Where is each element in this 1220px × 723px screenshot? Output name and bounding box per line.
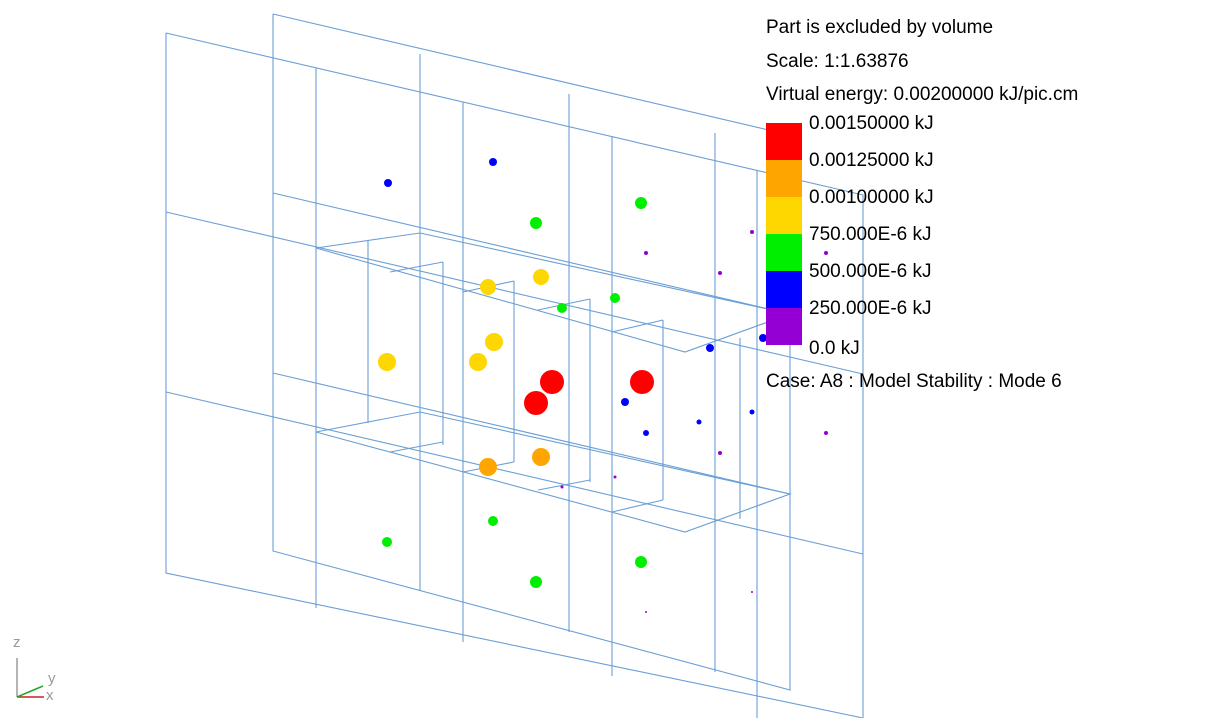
axis-y-label: y [48,670,56,687]
energy-point [824,251,828,255]
energy-point [645,611,647,613]
legend-label: 0.00100000 kJ [809,187,934,208]
energy-point [751,591,753,593]
energy-point [530,217,542,229]
legend-label: 750.000E-6 kJ [809,224,932,245]
energy-point [635,197,647,209]
mesh-line [272,192,791,315]
virtual-energy-text: Virtual energy: 0.00200000 kJ/pic.cm [766,84,1079,105]
energy-point [610,293,620,303]
energy-point [644,251,648,255]
case-text: Case: A8 : Model Stability : Mode 6 [766,371,1062,392]
axis-z-label: z [13,634,21,651]
mesh-line [272,372,791,495]
energy-point [696,419,702,425]
exclusion-note: Part is excluded by volume [766,17,994,38]
energy-dots [378,158,828,613]
mesh-line [537,479,591,491]
energy-point [488,516,498,526]
axis-x-label: x [46,687,54,704]
energy-point [749,409,755,415]
legend-label: 0.00150000 kJ [809,113,934,134]
legend-swatch-red [766,123,802,160]
energy-point [533,269,549,285]
energy-point [706,344,714,352]
legend-swatch-yellow [766,197,802,234]
mesh-line [165,391,864,555]
legend-swatch-purple [766,308,802,345]
energy-point [479,458,497,476]
wireframe-mesh [165,13,864,719]
energy-point [480,279,496,295]
scale-text: Scale: 1:1.63876 [766,51,909,72]
axis-triad [16,658,44,698]
energy-point [532,448,550,466]
energy-point [750,230,754,234]
energy-point [557,303,567,313]
axis-y-line [16,685,44,698]
legend-swatch-blue [766,271,802,308]
energy-point [489,158,497,166]
energy-point [613,475,617,479]
energy-point [759,334,767,342]
energy-point [635,556,647,568]
mesh-shelf [315,232,792,353]
mesh-line [389,261,444,273]
energy-point [643,430,649,436]
energy-point [382,537,392,547]
energy-point [540,370,564,394]
legend-label: 500.000E-6 kJ [809,261,932,282]
legend-swatch-green [766,234,802,271]
legend-label: 0.0 kJ [809,338,860,359]
legend-label: 250.000E-6 kJ [809,298,932,319]
mesh-line [389,441,444,453]
mesh-line [611,499,664,513]
mesh-shelf [315,411,792,533]
mesh-line [611,319,664,333]
energy-point [621,398,629,406]
legend-swatch-orange [766,160,802,197]
legend-label: 0.00125000 kJ [809,150,934,171]
energy-point [378,353,396,371]
energy-point [384,179,392,187]
energy-point [560,485,564,489]
energy-point [530,576,542,588]
energy-point [824,431,828,435]
energy-point [485,333,503,351]
back-plane-outline [272,13,791,691]
energy-point [630,370,654,394]
energy-point [469,353,487,371]
energy-point [718,271,722,275]
energy-point [718,451,722,455]
energy-point [524,391,548,415]
